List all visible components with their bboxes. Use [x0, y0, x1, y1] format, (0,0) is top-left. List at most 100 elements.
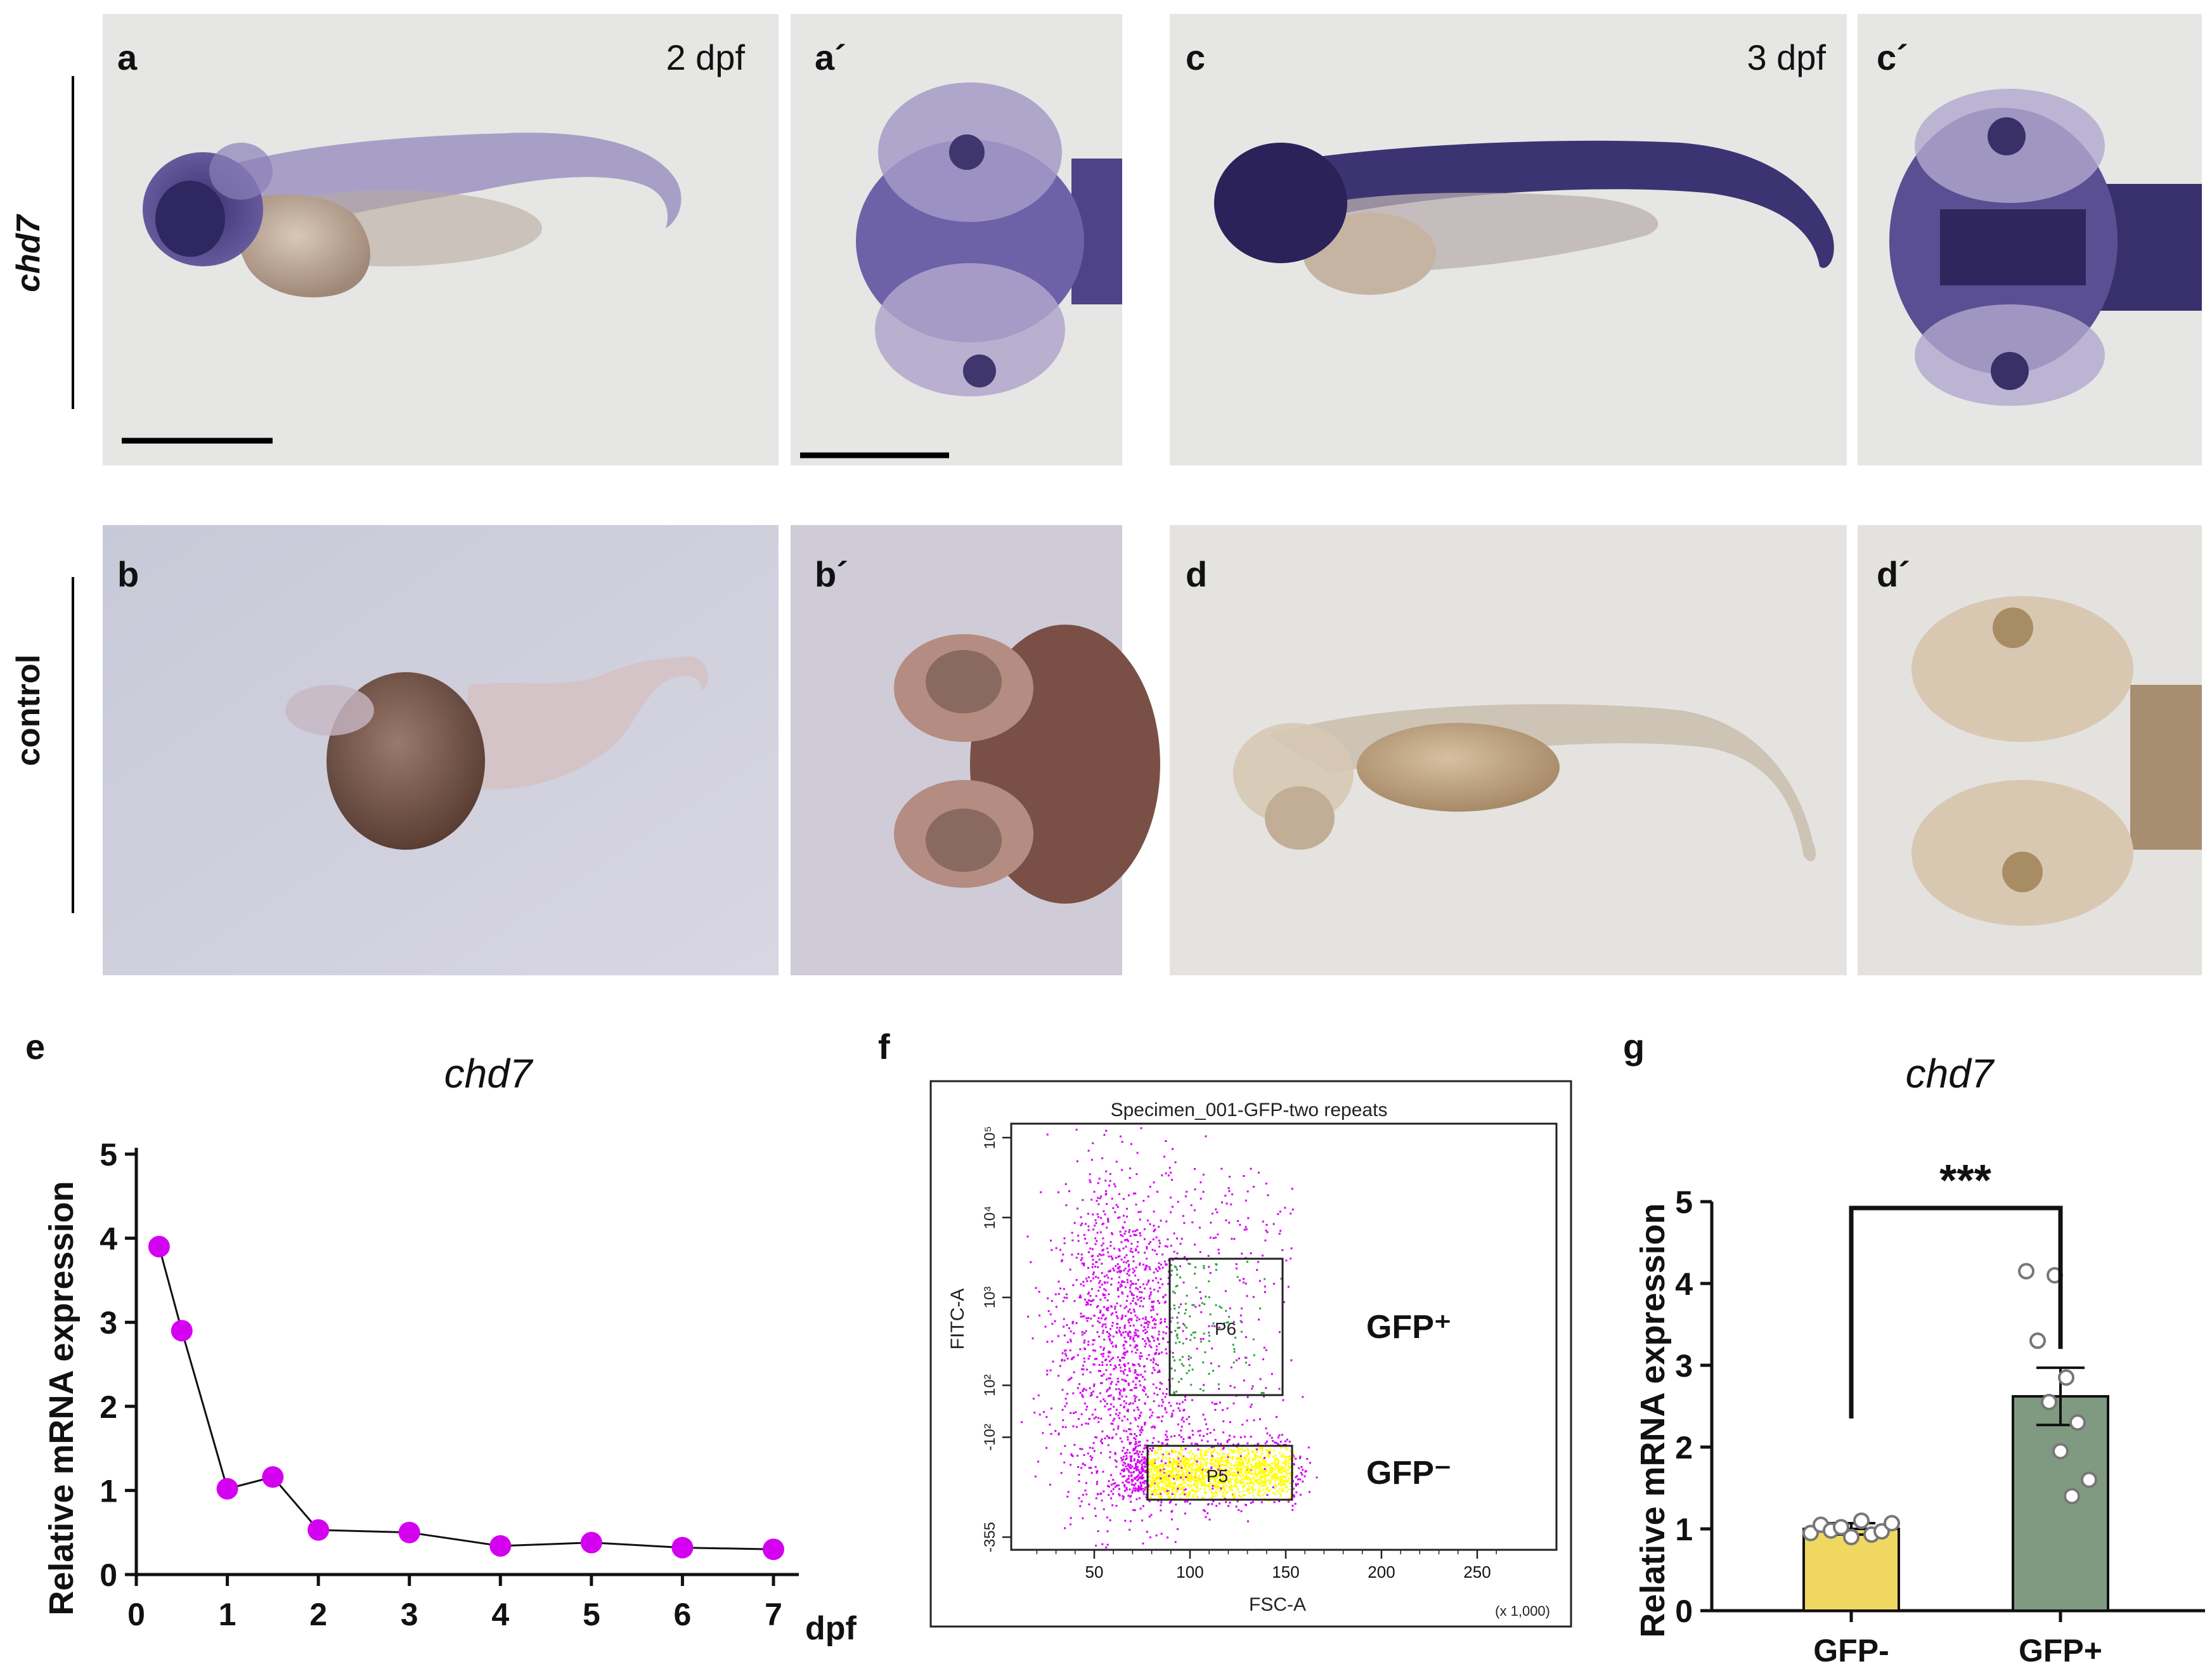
- event-dot: [1131, 1251, 1134, 1253]
- event-dot: [1170, 1244, 1172, 1247]
- event-dot: [1159, 1388, 1161, 1391]
- event-dot: [1109, 1334, 1111, 1337]
- event-dot: [1170, 1367, 1173, 1370]
- event-dot: [1081, 1257, 1083, 1259]
- event-dot: [1135, 1173, 1138, 1176]
- event-dot: [1262, 1494, 1265, 1497]
- event-dot: [1158, 1370, 1161, 1373]
- event-dot: [1136, 1461, 1139, 1464]
- event-dot: [1129, 1428, 1132, 1431]
- event-dot: [1272, 1491, 1274, 1494]
- event-dot: [1101, 1157, 1104, 1160]
- event-dot: [1302, 1396, 1304, 1398]
- event-dot: [1167, 1470, 1170, 1472]
- event-dot: [1092, 1228, 1095, 1231]
- event-dot: [1208, 1470, 1210, 1472]
- event-dot: [1172, 1486, 1174, 1489]
- event-dot: [1179, 1469, 1181, 1472]
- event-dot: [1151, 1477, 1154, 1479]
- event-dot: [1240, 1330, 1243, 1333]
- event-dot: [1253, 1455, 1256, 1457]
- event-dot: [1134, 1332, 1137, 1334]
- event-dot: [1122, 1450, 1124, 1452]
- event-dot: [1165, 1263, 1168, 1266]
- event-dot: [1118, 1484, 1120, 1486]
- event-dot: [1123, 1415, 1126, 1418]
- event-dot: [1133, 1467, 1135, 1469]
- event-dot: [1139, 1444, 1141, 1446]
- event-dot: [1257, 1465, 1259, 1468]
- event-dot: [1195, 1464, 1198, 1467]
- event-dot: [1109, 1179, 1111, 1182]
- event-dot: [1132, 1192, 1135, 1195]
- event-dot: [1224, 1194, 1227, 1197]
- event-dot: [1075, 1426, 1078, 1428]
- event-dot: [1220, 1443, 1222, 1445]
- event-dot: [1180, 1457, 1183, 1460]
- event-dot: [1083, 1464, 1086, 1466]
- event-dot: [1284, 1469, 1286, 1472]
- event-dot: [1215, 1490, 1217, 1493]
- event-dot: [1203, 1264, 1205, 1267]
- event-dot: [1206, 1432, 1208, 1435]
- event-dot: [1114, 1453, 1116, 1455]
- data-point: [171, 1320, 193, 1342]
- event-dot: [1287, 1500, 1290, 1503]
- event-dot: [1092, 1273, 1094, 1276]
- event-dot: [1071, 1357, 1074, 1360]
- event-dot: [1139, 1358, 1141, 1360]
- event-dot: [1160, 1497, 1163, 1499]
- event-dot: [1236, 1464, 1239, 1467]
- event-dot: [1155, 1277, 1157, 1280]
- event-dot: [1134, 1274, 1137, 1276]
- event-dot: [1284, 1464, 1287, 1467]
- event-dot: [1193, 1476, 1195, 1479]
- event-dot: [1149, 1496, 1152, 1498]
- event-dot: [1127, 1362, 1130, 1365]
- event-dot: [1259, 1476, 1262, 1479]
- event-dot: [1161, 1486, 1163, 1489]
- event-dot: [1192, 1489, 1194, 1491]
- event-dot: [1115, 1408, 1118, 1411]
- significance-stars: ***: [1939, 1155, 1991, 1205]
- event-dot: [1158, 1226, 1160, 1228]
- event-dot: [1194, 1443, 1197, 1445]
- event-dot: [1213, 1469, 1215, 1472]
- event-dot: [1243, 1478, 1246, 1480]
- event-dot: [1271, 1462, 1273, 1465]
- event-dot: [1255, 1474, 1258, 1476]
- panel-c-prime: c´: [1858, 14, 2202, 465]
- event-dot: [1178, 1478, 1180, 1480]
- event-dot: [1210, 1446, 1213, 1448]
- event-dot: [1094, 1507, 1096, 1510]
- event-dot: [1111, 1312, 1114, 1315]
- event-dot: [1261, 1453, 1264, 1455]
- event-dot: [1220, 1474, 1222, 1476]
- event-dot: [1202, 1413, 1205, 1416]
- event-dot: [1171, 1452, 1174, 1454]
- event-dot: [1035, 1287, 1037, 1289]
- event-dot: [1251, 1486, 1253, 1488]
- event-dot: [1103, 1398, 1105, 1401]
- event-dot: [1231, 1193, 1234, 1195]
- event-dot: [1120, 1389, 1122, 1392]
- event-dot: [1217, 1442, 1219, 1445]
- event-dot: [1075, 1411, 1077, 1413]
- event-dot: [1049, 1423, 1051, 1426]
- event-dot: [1258, 1471, 1260, 1474]
- event-dot: [1134, 1364, 1136, 1367]
- event-dot: [1217, 1487, 1219, 1490]
- event-dot: [1140, 1412, 1142, 1414]
- y-tick-label: 5: [1675, 1185, 1693, 1220]
- event-dot: [1069, 1378, 1071, 1380]
- event-dot: [1087, 1299, 1090, 1302]
- event-dot: [1225, 1464, 1227, 1466]
- event-dot: [1148, 1279, 1150, 1282]
- x-tick-label: 100: [1176, 1562, 1203, 1582]
- event-dot: [1153, 1271, 1155, 1274]
- event-dot: [1122, 1498, 1124, 1500]
- event-dot: [1152, 1491, 1155, 1493]
- event-dot: [1134, 1447, 1137, 1450]
- event-dot: [1275, 1465, 1277, 1467]
- event-dot: [1082, 1517, 1084, 1519]
